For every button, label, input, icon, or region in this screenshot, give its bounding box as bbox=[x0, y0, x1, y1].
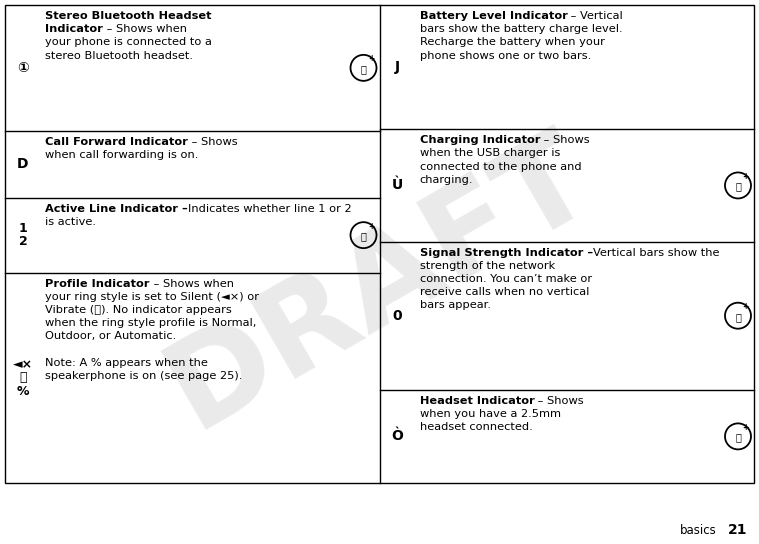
Text: basics: basics bbox=[680, 523, 717, 536]
Text: Signal Strength Indicator –: Signal Strength Indicator – bbox=[420, 248, 593, 258]
Text: Call Forward Indicator: Call Forward Indicator bbox=[45, 137, 188, 147]
Text: phone shows one or two bars.: phone shows one or two bars. bbox=[420, 51, 591, 60]
Text: 0: 0 bbox=[392, 308, 402, 323]
Text: bars appear.: bars appear. bbox=[420, 300, 490, 311]
Text: your ring style is set to Silent (◄×) or: your ring style is set to Silent (◄×) or bbox=[45, 292, 259, 302]
Text: Indicates whether line 1 or 2: Indicates whether line 1 or 2 bbox=[187, 203, 351, 214]
Text: ⓐ: ⓐ bbox=[361, 64, 367, 74]
Text: – Shows when: – Shows when bbox=[150, 279, 234, 289]
Text: +: + bbox=[742, 172, 749, 181]
Text: DRAFT: DRAFT bbox=[147, 114, 612, 452]
Text: – Shows: – Shows bbox=[534, 396, 584, 406]
Text: – Shows: – Shows bbox=[188, 137, 238, 147]
Text: Headset Indicator: Headset Indicator bbox=[420, 396, 534, 406]
Text: Outdoor, or Automatic.: Outdoor, or Automatic. bbox=[45, 331, 176, 342]
Text: ⓕ: ⓕ bbox=[19, 372, 27, 385]
Text: ◄×: ◄× bbox=[13, 358, 33, 371]
Text: +: + bbox=[742, 302, 749, 311]
Text: Recharge the battery when your: Recharge the battery when your bbox=[420, 38, 604, 47]
Text: Note: A % appears when the: Note: A % appears when the bbox=[45, 358, 208, 368]
Text: Charging Indicator: Charging Indicator bbox=[420, 135, 540, 145]
Text: when call forwarding is on.: when call forwarding is on. bbox=[45, 150, 198, 160]
Text: connected to the phone and: connected to the phone and bbox=[420, 162, 581, 172]
Text: 21: 21 bbox=[727, 523, 747, 537]
Text: speakerphone is on (see page 25).: speakerphone is on (see page 25). bbox=[45, 371, 242, 381]
Text: Ò: Ò bbox=[392, 429, 404, 443]
Text: Profile Indicator: Profile Indicator bbox=[45, 279, 150, 289]
Text: – Shows when: – Shows when bbox=[103, 24, 187, 34]
Text: your phone is connected to a: your phone is connected to a bbox=[45, 38, 212, 47]
Text: +: + bbox=[368, 54, 374, 63]
Text: Indicator: Indicator bbox=[45, 24, 103, 34]
Text: connection. You can’t make or: connection. You can’t make or bbox=[420, 274, 591, 284]
Text: 2: 2 bbox=[19, 236, 27, 249]
Text: when the ring style profile is Normal,: when the ring style profile is Normal, bbox=[45, 318, 257, 328]
Text: %: % bbox=[17, 385, 30, 398]
Text: Vertical bars show the: Vertical bars show the bbox=[593, 248, 719, 258]
Text: Active Line Indicator –: Active Line Indicator – bbox=[45, 203, 187, 214]
Text: – Vertical: – Vertical bbox=[568, 11, 623, 21]
Text: when the USB charger is: when the USB charger is bbox=[420, 149, 560, 158]
Text: J: J bbox=[395, 60, 400, 74]
Text: D: D bbox=[17, 157, 29, 171]
Text: Stereo Bluetooth Headset: Stereo Bluetooth Headset bbox=[45, 11, 212, 21]
Text: headset connected.: headset connected. bbox=[420, 422, 532, 432]
Text: charging.: charging. bbox=[420, 175, 473, 185]
Text: ⓐ: ⓐ bbox=[735, 312, 741, 322]
Text: ①: ① bbox=[17, 61, 29, 75]
Text: strength of the network: strength of the network bbox=[420, 261, 555, 271]
Text: stereo Bluetooth headset.: stereo Bluetooth headset. bbox=[45, 51, 193, 60]
Text: +: + bbox=[368, 221, 374, 231]
Text: when you have a 2.5mm: when you have a 2.5mm bbox=[420, 409, 560, 419]
Text: Vibrate (ⓕ). No indicator appears: Vibrate (ⓕ). No indicator appears bbox=[45, 305, 231, 315]
Text: receive calls when no vertical: receive calls when no vertical bbox=[420, 287, 589, 297]
Bar bbox=[5, 5, 754, 483]
Text: +: + bbox=[742, 423, 749, 432]
Text: Ù: Ù bbox=[392, 178, 403, 193]
Text: ⓐ: ⓐ bbox=[735, 182, 741, 191]
Text: ⓐ: ⓐ bbox=[735, 432, 741, 442]
Text: ⓐ: ⓐ bbox=[361, 231, 367, 241]
Text: – Shows: – Shows bbox=[540, 135, 590, 145]
Text: 1: 1 bbox=[19, 222, 27, 235]
Text: bars show the battery charge level.: bars show the battery charge level. bbox=[420, 24, 622, 34]
Text: is active.: is active. bbox=[45, 217, 96, 227]
Text: Battery Level Indicator: Battery Level Indicator bbox=[420, 11, 568, 21]
